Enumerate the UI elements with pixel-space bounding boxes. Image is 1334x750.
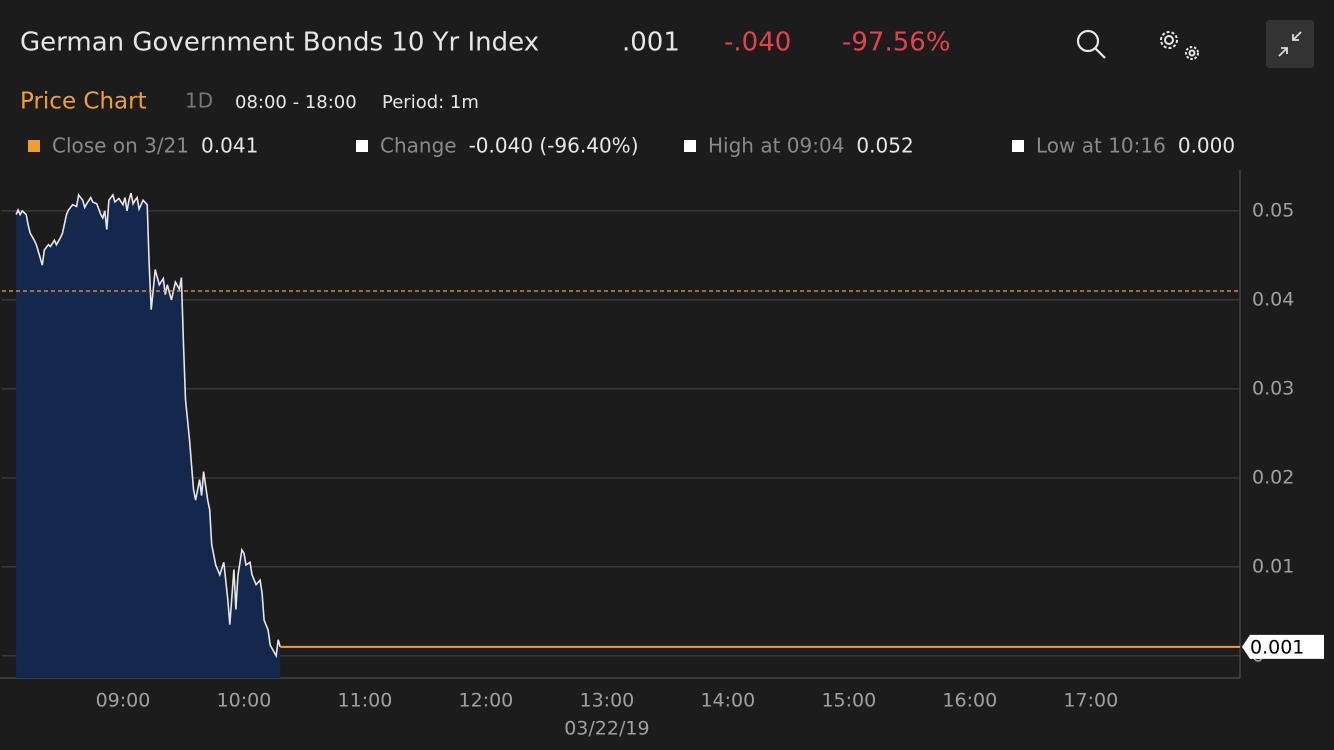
legend-label: Low at 10:16 bbox=[1036, 134, 1166, 158]
period[interactable]: Period: 1m bbox=[382, 92, 479, 113]
net-change: -.040 bbox=[724, 28, 791, 58]
collapse-button[interactable] bbox=[1266, 20, 1314, 68]
x-tick-label: 09:00 bbox=[96, 690, 151, 712]
price-area bbox=[16, 193, 281, 678]
y-tick-label: 0.03 bbox=[1252, 377, 1294, 399]
legend-value: 0.052 bbox=[856, 134, 913, 158]
last-price-label: 0.001 bbox=[1250, 636, 1304, 658]
legend-swatch bbox=[28, 140, 40, 152]
tab-price-chart[interactable]: Price Chart bbox=[20, 89, 147, 115]
pct-change: -97.56% bbox=[842, 28, 951, 58]
x-tick-label: 16:00 bbox=[942, 690, 997, 712]
x-tick-label: 17:00 bbox=[1063, 690, 1118, 712]
chart: 00.010.020.030.040.0509:0010:0011:0012:0… bbox=[0, 170, 1324, 740]
legend-label: Close on 3/21 bbox=[52, 134, 189, 158]
price-line bbox=[15, 192, 281, 659]
x-tick-label: 15:00 bbox=[821, 690, 876, 712]
last-price: .001 bbox=[622, 28, 680, 58]
legend-value: -0.040 (-96.40%) bbox=[469, 134, 639, 158]
last-price-tag bbox=[1242, 634, 1324, 659]
legend-label: High at 09:04 bbox=[708, 134, 844, 158]
legend-label: Change bbox=[380, 134, 457, 158]
legend-value: 0.041 bbox=[201, 134, 258, 158]
title: German Government Bonds 10 Yr Index bbox=[20, 28, 539, 58]
x-tick-label: 12:00 bbox=[459, 690, 514, 712]
legend-swatch bbox=[684, 140, 696, 152]
x-tick-label: 14:00 bbox=[700, 690, 755, 712]
session-hours: 08:00 - 18:00 bbox=[235, 92, 357, 113]
x-tick-label: 10:00 bbox=[217, 690, 272, 712]
y-tick-label: 0.01 bbox=[1252, 555, 1294, 577]
y-tick-label: 0.02 bbox=[1252, 466, 1294, 488]
y-tick-label: 0.05 bbox=[1252, 199, 1294, 221]
search-icon[interactable] bbox=[1076, 29, 1106, 59]
legend-value: 0.000 bbox=[1178, 134, 1235, 158]
x-tick-label: 11:00 bbox=[338, 690, 393, 712]
legend: Close on 3/21 0.041 Change -0.040 (-96.40%)… bbox=[28, 134, 1235, 158]
legend-swatch bbox=[1012, 140, 1024, 152]
date-label: 03/22/19 bbox=[564, 718, 649, 740]
legend-swatch bbox=[356, 140, 368, 152]
x-tick-label: 13:00 bbox=[580, 690, 635, 712]
y-tick-label: 0.04 bbox=[1252, 288, 1294, 310]
range-button[interactable]: 1D bbox=[185, 89, 213, 113]
settings-icon[interactable] bbox=[1160, 31, 1199, 60]
